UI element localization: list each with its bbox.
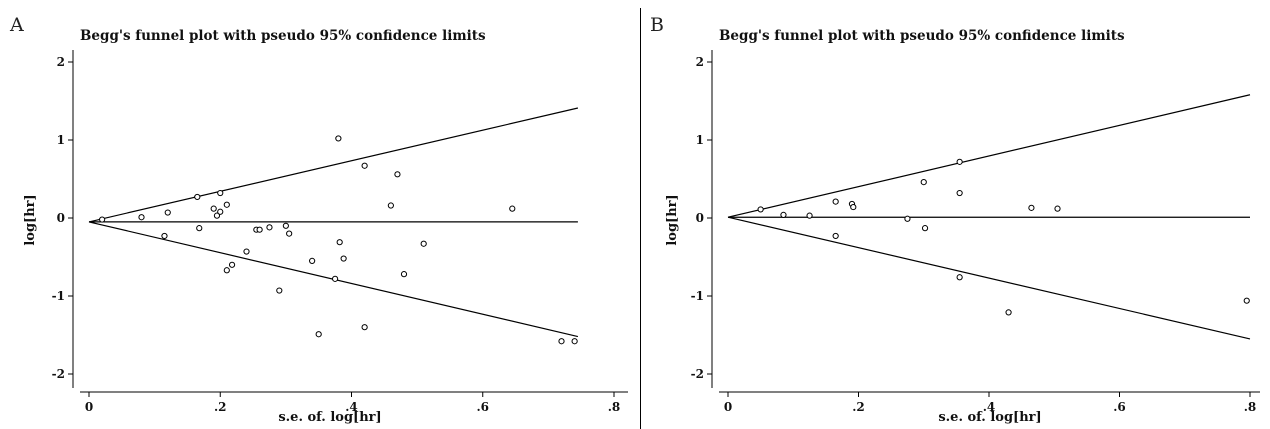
- study-point: [832, 232, 839, 240]
- funnel-plot-b: -2 -1 0 1 2 0 .2 .4 .6 .8 s.e. of. log[hr] log[hr]: [665, 50, 1260, 425]
- study-point: [309, 257, 316, 264]
- y-axis-title: log[hr]: [665, 194, 680, 245]
- study-point: [361, 162, 368, 169]
- y-tick-label: 1: [696, 133, 704, 147]
- study-point: [956, 189, 963, 197]
- study-point: [243, 248, 250, 255]
- study-point: [361, 324, 368, 331]
- x-axis-title: s.e. of. log[hr]: [278, 410, 381, 425]
- study-point: [161, 232, 168, 240]
- study-point: [194, 193, 201, 201]
- study-point: [780, 211, 787, 218]
- lower-confidence-limit-line: [727, 216, 1251, 340]
- x-tick-label: .4: [345, 400, 358, 414]
- y-tick-label: 0: [696, 211, 704, 225]
- study-point: [832, 198, 839, 205]
- study-point: [266, 224, 273, 231]
- study-point: [315, 331, 322, 338]
- study-point: [921, 225, 929, 232]
- study-point: [210, 205, 217, 212]
- x-axis-title: s.e. of. log[hr]: [938, 410, 1041, 425]
- y-tick-label: -2: [52, 367, 65, 381]
- y-tick-label: -1: [691, 289, 704, 303]
- study-point: [228, 261, 236, 268]
- study-point: [806, 212, 813, 219]
- study-point: [1005, 309, 1012, 316]
- x-tick-label: .2: [214, 400, 227, 414]
- x-tick-label: .4: [983, 400, 996, 414]
- study-point: [1243, 297, 1250, 304]
- panel-label-a: A: [10, 14, 24, 36]
- y-axis-title: log[hr]: [23, 194, 38, 245]
- study-point: [920, 179, 927, 186]
- study-point: [757, 206, 764, 213]
- x-tick-label: 0: [724, 400, 732, 414]
- x-tick-label: .8: [608, 400, 621, 414]
- study-point: [213, 212, 221, 219]
- upper-confidence-limit-line: [88, 107, 579, 223]
- study-point: [1028, 204, 1035, 211]
- y-tick-label: 2: [57, 55, 65, 69]
- study-point: [256, 226, 263, 233]
- y-tick-label: 0: [57, 211, 65, 225]
- x-tick-label: .2: [852, 400, 865, 414]
- study-point: [196, 225, 203, 232]
- study-point: [223, 267, 230, 274]
- study-point: [558, 338, 565, 345]
- study-point: [164, 209, 171, 216]
- chart-title-a: Begg's funnel plot with pseudo 95% confi…: [80, 28, 486, 44]
- study-point: [394, 171, 401, 178]
- study-point: [904, 215, 911, 222]
- study-point: [400, 271, 408, 278]
- study-point: [387, 202, 394, 209]
- study-point: [420, 240, 427, 247]
- study-point: [340, 255, 347, 262]
- study-point: [571, 338, 578, 345]
- panel-b: B Begg's funnel plot with pseudo 95% con…: [640, 0, 1270, 429]
- panel-label-b: B: [650, 14, 664, 36]
- upper-confidence-limit-line: [727, 94, 1251, 218]
- study-point: [850, 203, 857, 211]
- funnel-plot-a: -2 -1 0 1 2 0 .2 .4 .6 .8 s.e. of. log[hr] log[hr]: [23, 50, 628, 425]
- study-point: [223, 201, 230, 208]
- study-point: [282, 222, 289, 229]
- study-point: [331, 275, 339, 282]
- study-point: [276, 287, 283, 294]
- study-point: [956, 158, 963, 165]
- study-point: [286, 230, 293, 237]
- study-point: [138, 214, 145, 221]
- y-tick-label: -1: [52, 289, 65, 303]
- study-point: [99, 216, 106, 223]
- study-point: [509, 205, 516, 212]
- x-tick-label: .6: [1113, 400, 1126, 414]
- study-point: [335, 135, 342, 142]
- study-point: [217, 208, 224, 215]
- x-tick-label: .6: [476, 400, 489, 414]
- y-tick-label: -2: [691, 367, 704, 381]
- x-tick-label: 0: [85, 400, 93, 414]
- study-point: [1054, 205, 1061, 212]
- panel-a: A Begg's funnel plot with pseudo 95% con…: [10, 14, 628, 425]
- study-point: [956, 274, 963, 281]
- y-tick-label: 1: [57, 133, 65, 147]
- y-tick-label: 2: [696, 55, 704, 69]
- x-tick-label: .8: [1244, 400, 1257, 414]
- panel-divider: [640, 8, 641, 429]
- study-point: [217, 189, 224, 197]
- study-point: [336, 239, 343, 246]
- chart-title-b: Begg's funnel plot with pseudo 95% confi…: [719, 28, 1125, 44]
